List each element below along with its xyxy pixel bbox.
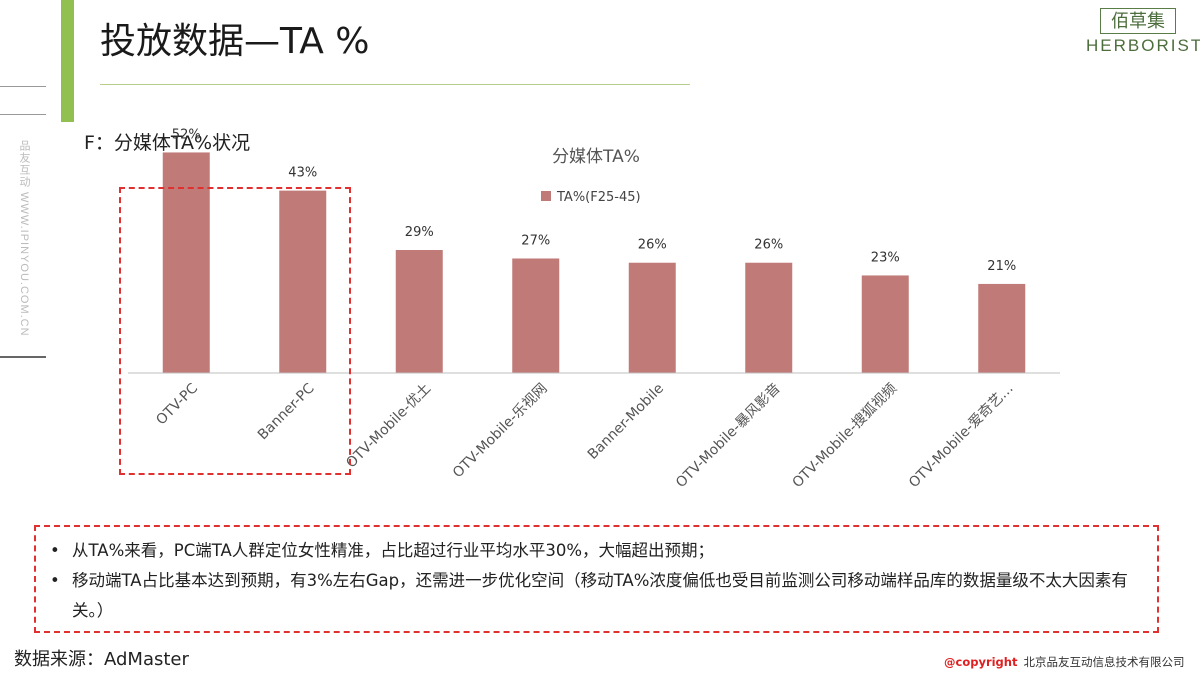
chart-title: 分媒体TA% bbox=[552, 147, 640, 167]
brand-logo-cn: 佰草集 bbox=[1100, 8, 1176, 34]
notes-highlight-box bbox=[34, 525, 1159, 633]
title-divider bbox=[100, 84, 690, 85]
bar bbox=[861, 275, 909, 373]
note-item: • 移动端TA占比基本达到预期，有3%左右Gap，还需进一步优化空间（移动TA%… bbox=[48, 566, 1148, 626]
bullet-icon: • bbox=[50, 571, 60, 590]
x-tick-label: OTV-Mobile-乐视网 bbox=[450, 381, 551, 482]
x-tick-label: Banner-Mobile bbox=[585, 381, 667, 463]
bar-chart: 分媒体TA%TA%(F25-45)52%OTV-PC43%Banner-PC29… bbox=[128, 127, 1060, 492]
data-label: 26% bbox=[754, 238, 783, 253]
bar bbox=[395, 250, 443, 373]
title-accent-bar bbox=[61, 0, 74, 122]
data-label: 43% bbox=[288, 166, 317, 181]
bar bbox=[279, 190, 327, 373]
data-label: 23% bbox=[871, 250, 900, 265]
bar bbox=[162, 152, 210, 373]
insights-notes: • 从TA%来看，PC端TA人群定位女性精准，占比超过行业平均水平30%，大幅超… bbox=[48, 536, 1148, 626]
bar bbox=[745, 262, 793, 373]
data-label: 26% bbox=[638, 238, 667, 253]
side-rule-mid bbox=[0, 114, 46, 115]
legend-label: TA%(F25-45) bbox=[556, 190, 641, 205]
side-brand-text: 品友互动 WWW.IPINYOU.COM.CN bbox=[18, 140, 30, 337]
note-item: • 从TA%来看，PC端TA人群定位女性精准，占比超过行业平均水平30%，大幅超… bbox=[48, 536, 1148, 566]
data-label: 52% bbox=[172, 127, 201, 142]
note-text: 从TA%来看，PC端TA人群定位女性精准，占比超过行业平均水平30%，大幅超出预… bbox=[72, 541, 714, 560]
company-name: 北京品友互动信息技术有限公司 bbox=[1023, 655, 1185, 669]
section-subtitle: F：分媒体TA%状况 bbox=[84, 132, 251, 154]
x-tick-label: OTV-Mobile-搜狐视频 bbox=[790, 381, 901, 492]
page-title: 投放数据—TA % bbox=[100, 21, 370, 62]
x-tick-label: OTV-Mobile-暴风影音 bbox=[672, 380, 783, 491]
data-source: 数据来源：AdMaster bbox=[14, 649, 189, 670]
brand-logo-en: HERBORIST bbox=[1086, 36, 1200, 55]
data-label: 29% bbox=[405, 225, 434, 240]
x-tick-label: OTV-Mobile-爱奇艺… bbox=[905, 380, 1016, 491]
bar bbox=[512, 258, 560, 373]
legend-swatch bbox=[541, 191, 551, 201]
copyright-line: @copyright 北京品友互动信息技术有限公司 bbox=[944, 654, 1184, 670]
copyright-label: @copyright bbox=[944, 655, 1018, 669]
side-rule-top bbox=[0, 86, 46, 87]
data-label: 27% bbox=[521, 233, 550, 248]
side-rule-bottom bbox=[0, 356, 46, 358]
bar bbox=[628, 262, 676, 373]
pc-highlight-box bbox=[119, 187, 351, 475]
bar bbox=[978, 283, 1026, 373]
note-text: 移动端TA占比基本达到预期，有3%左右Gap，还需进一步优化空间（移动TA%浓度… bbox=[72, 571, 1128, 620]
bullet-icon: • bbox=[50, 541, 60, 560]
x-tick-label: OTV-Mobile-优土 bbox=[343, 381, 434, 472]
data-label: 21% bbox=[987, 259, 1016, 274]
